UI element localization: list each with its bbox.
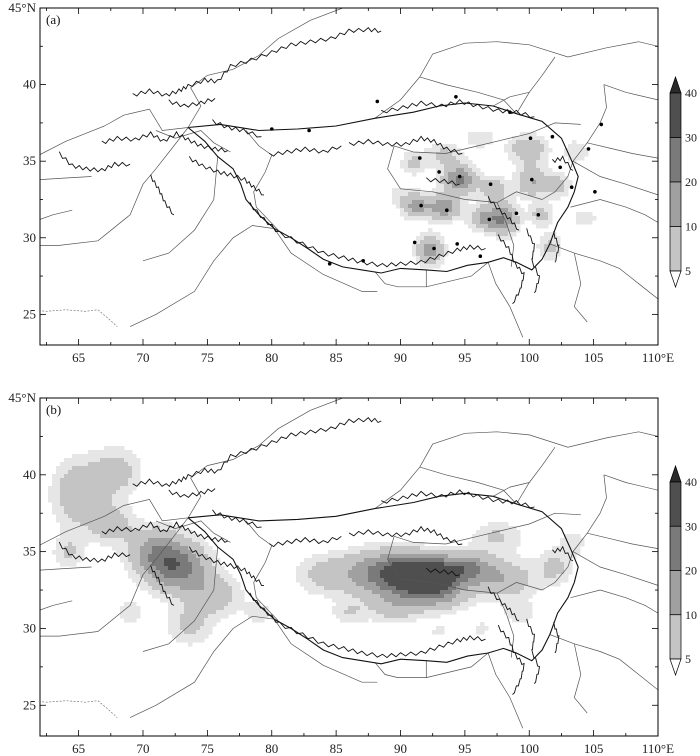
station-point [530, 177, 534, 182]
mountain-lines [58, 26, 574, 304]
contour-field [48, 446, 585, 647]
station-point [536, 213, 541, 217]
y-tick-label: 35 [23, 544, 36, 559]
colorbar-label: 5 [685, 652, 691, 666]
colorbar-label: 5 [685, 264, 691, 278]
station-point [478, 254, 483, 258]
station-point [307, 128, 311, 133]
x-tick-label: 95 [458, 350, 471, 365]
plateau-boundary [187, 492, 579, 665]
colorbar-label: 40 [685, 86, 697, 100]
colorbar-label: 20 [685, 175, 697, 189]
station-point [550, 134, 555, 139]
colorbar-label: 10 [685, 220, 697, 234]
station-point [419, 203, 423, 208]
coastline [40, 309, 118, 327]
x-tick-label: 100 [520, 350, 540, 365]
y-tick-label: 35 [23, 153, 36, 168]
colorbar-label: 30 [685, 131, 697, 145]
x-tick-label: 110°E [642, 350, 674, 365]
colorbar-label: 10 [685, 608, 697, 622]
y-tick-label: 40 [23, 77, 36, 92]
axis-ticks [40, 397, 659, 736]
y-tick-label: 40 [23, 467, 36, 482]
station-point [528, 136, 533, 140]
y-tick-label: 45°N [8, 390, 36, 405]
colorbar-label: 40 [685, 475, 697, 489]
plateau-boundary [187, 102, 579, 274]
axis-ticks [40, 7, 659, 345]
colorbar: 40 30 20 10 5 [669, 75, 697, 289]
station-point [599, 122, 604, 127]
x-tick-label: 105 [584, 350, 604, 365]
station-point [514, 211, 519, 216]
station-point [455, 242, 460, 246]
y-tick-label: 25 [23, 697, 36, 712]
station-point [488, 182, 493, 186]
station-point [586, 147, 591, 151]
x-tick-label: 85 [330, 350, 343, 365]
colorbar-label: 20 [685, 564, 697, 578]
panel-frame [39, 397, 659, 737]
station-point [418, 156, 422, 160]
colorbars: 40 30 20 10 5 40 30 20 10 5 [669, 75, 697, 677]
x-tick-label: 90 [394, 741, 407, 756]
panel-frame [39, 7, 659, 346]
contour-field [392, 132, 597, 269]
station-point [432, 246, 436, 251]
station-point [487, 217, 492, 222]
colorbar-label: 30 [685, 519, 697, 533]
panel-label: (a) [46, 12, 60, 27]
y-tick-label: 25 [23, 306, 36, 321]
x-tick-label: 105 [584, 741, 604, 756]
station-points [270, 95, 604, 266]
y-tick-label: 30 [23, 230, 36, 245]
panel-label: (b) [46, 402, 61, 417]
x-tick-label: 65 [72, 741, 85, 756]
station-point [327, 262, 332, 266]
station-point [508, 110, 512, 114]
y-tick-label: 45°N [8, 0, 36, 15]
colorbar: 40 30 20 10 5 [669, 464, 697, 677]
station-point [375, 99, 380, 104]
x-tick-label: 75 [201, 350, 214, 365]
panel-b-map: 65 70 75 80 85 90 95 100 105 110°E 25 30 35 40 45°N (b) [8, 390, 674, 756]
x-tick-label: 100 [520, 741, 540, 756]
x-tick-label: 80 [265, 741, 278, 756]
x-tick-label: 80 [265, 350, 278, 365]
station-point [437, 170, 441, 174]
mountain-lines [58, 417, 574, 695]
country-borders [40, 8, 658, 338]
x-tick-label: 75 [201, 741, 214, 756]
coastline [40, 700, 118, 718]
x-tick-label: 85 [330, 741, 343, 756]
x-tick-label: 65 [72, 350, 85, 365]
x-tick-label: 70 [137, 350, 150, 365]
country-borders [40, 398, 658, 729]
y-tick-label: 30 [23, 620, 36, 635]
station-point [445, 208, 449, 212]
station-point [593, 190, 597, 194]
station-point [361, 259, 366, 263]
station-point [270, 127, 274, 131]
x-tick-label: 110°E [642, 741, 674, 756]
x-tick-label: 95 [458, 741, 471, 756]
station-point [457, 174, 462, 179]
x-tick-label: 70 [137, 741, 150, 756]
station-point [454, 95, 458, 99]
station-point [412, 240, 417, 245]
station-point [558, 165, 562, 170]
x-tick-label: 90 [394, 350, 407, 365]
panel-a-map: 65 70 75 80 85 90 95 100 105 110°E 25 30 35 40 45°N (a) [8, 0, 674, 365]
station-point [569, 185, 574, 189]
